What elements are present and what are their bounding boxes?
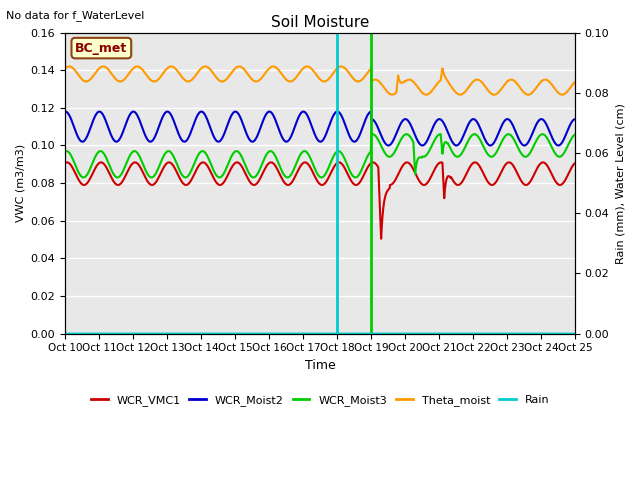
Text: No data for f_WaterLevel: No data for f_WaterLevel [6, 10, 145, 21]
X-axis label: Time: Time [305, 359, 335, 372]
Y-axis label: Rain (mm), Water Level (cm): Rain (mm), Water Level (cm) [615, 103, 625, 264]
Text: BC_met: BC_met [76, 42, 127, 55]
Legend: WCR_VMC1, WCR_Moist2, WCR_Moist3, Theta_moist, Rain: WCR_VMC1, WCR_Moist2, WCR_Moist3, Theta_… [86, 390, 554, 410]
Y-axis label: VWC (m3/m3): VWC (m3/m3) [15, 144, 25, 222]
Title: Soil Moisture: Soil Moisture [271, 15, 369, 30]
